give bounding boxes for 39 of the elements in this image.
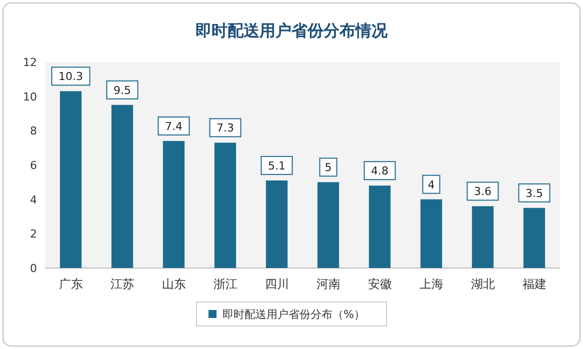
y-tick-label: 12 [23, 56, 37, 69]
legend-label: 即时配送用户省份分布（%） [222, 308, 365, 321]
bar [317, 182, 340, 268]
x-tick-label: 浙江 [213, 277, 238, 291]
data-label: 3.5 [526, 186, 543, 200]
bar [472, 206, 494, 268]
data-label: 7.3 [216, 122, 234, 135]
data-label: 9.5 [114, 84, 131, 97]
bar [523, 208, 546, 268]
data-label: 5 [324, 161, 332, 174]
x-tick-label: 江苏 [110, 277, 134, 291]
x-tick-label: 山东 [162, 277, 186, 291]
y-tick-label: 10 [23, 90, 37, 104]
x-tick-label: 福建 [522, 277, 546, 291]
bar [162, 140, 185, 268]
bar [60, 91, 82, 268]
bar [111, 104, 134, 268]
chart-title: 即时配送用户省份分布情况 [196, 21, 388, 40]
y-tick-label: 8 [30, 124, 37, 138]
data-label: 10.3 [58, 70, 83, 84]
x-tick-label: 上海 [419, 277, 444, 291]
y-tick-label: 2 [30, 228, 37, 241]
data-label: 5.1 [268, 159, 286, 172]
data-label: 3.6 [474, 185, 492, 198]
bar [420, 199, 442, 268]
x-tick-label: 广东 [58, 277, 83, 291]
y-tick-label: 0 [30, 262, 37, 275]
x-tick-label: 四川 [264, 277, 289, 291]
x-tick-label: 湖北 [470, 277, 495, 291]
y-tick-label: 6 [30, 159, 37, 172]
data-label: 4.8 [371, 164, 388, 178]
bar [266, 180, 288, 268]
data-label: 4 [428, 178, 435, 192]
bar [368, 186, 391, 268]
bar [214, 142, 236, 268]
x-tick-label: 河南 [316, 277, 340, 291]
data-label: 7.4 [165, 120, 182, 133]
y-tick-label: 4 [30, 193, 37, 206]
x-tick-label: 安徽 [368, 277, 392, 291]
